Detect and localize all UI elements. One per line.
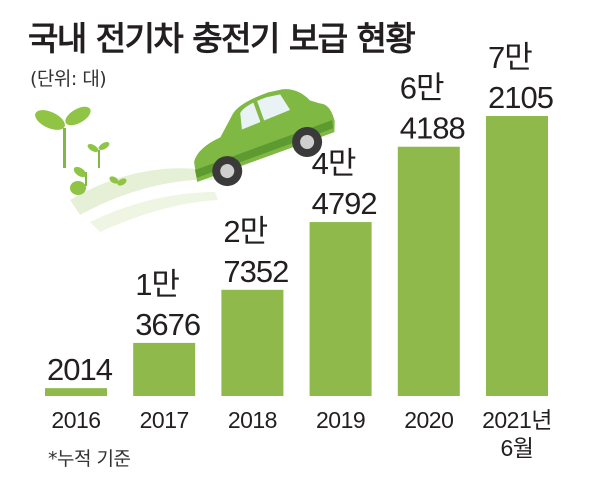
data-label: 3676: [135, 307, 200, 342]
data-label: 4188: [400, 111, 465, 146]
data-label: 2105: [488, 80, 553, 115]
x-tick-label: 2016: [51, 407, 100, 433]
bar: [45, 388, 107, 396]
data-label: 2014: [47, 352, 113, 387]
data-label: 1만: [135, 267, 179, 302]
data-label: 7352: [223, 254, 288, 289]
bar: [397, 146, 460, 396]
data-label: 7만: [488, 40, 532, 75]
bar: [309, 222, 372, 396]
data-label: 2만: [223, 214, 267, 249]
electric-car-icon: [194, 89, 335, 187]
data-label: 6만: [400, 71, 444, 106]
x-tick-label: 2019: [316, 407, 365, 433]
x-tick-label: 2021년: [482, 407, 552, 433]
x-tick-label: 2020: [404, 407, 453, 433]
motion-trail-icon: [70, 168, 218, 232]
bar: [133, 342, 196, 396]
data-label: 4792: [312, 186, 377, 221]
chart-title: 국내 전기차 충전기 보급 현황: [28, 19, 416, 58]
x-tick-label: 2018: [228, 407, 277, 433]
unit-note: (단위: 대): [30, 68, 107, 90]
sprout-icon: [35, 106, 127, 195]
bar: [221, 289, 284, 396]
footnote: *누적 기준: [48, 448, 131, 470]
bar: [486, 116, 548, 396]
x-tick-label: 6월: [501, 435, 534, 461]
x-tick-label: 2017: [140, 407, 189, 433]
data-label: 4만: [312, 146, 356, 181]
